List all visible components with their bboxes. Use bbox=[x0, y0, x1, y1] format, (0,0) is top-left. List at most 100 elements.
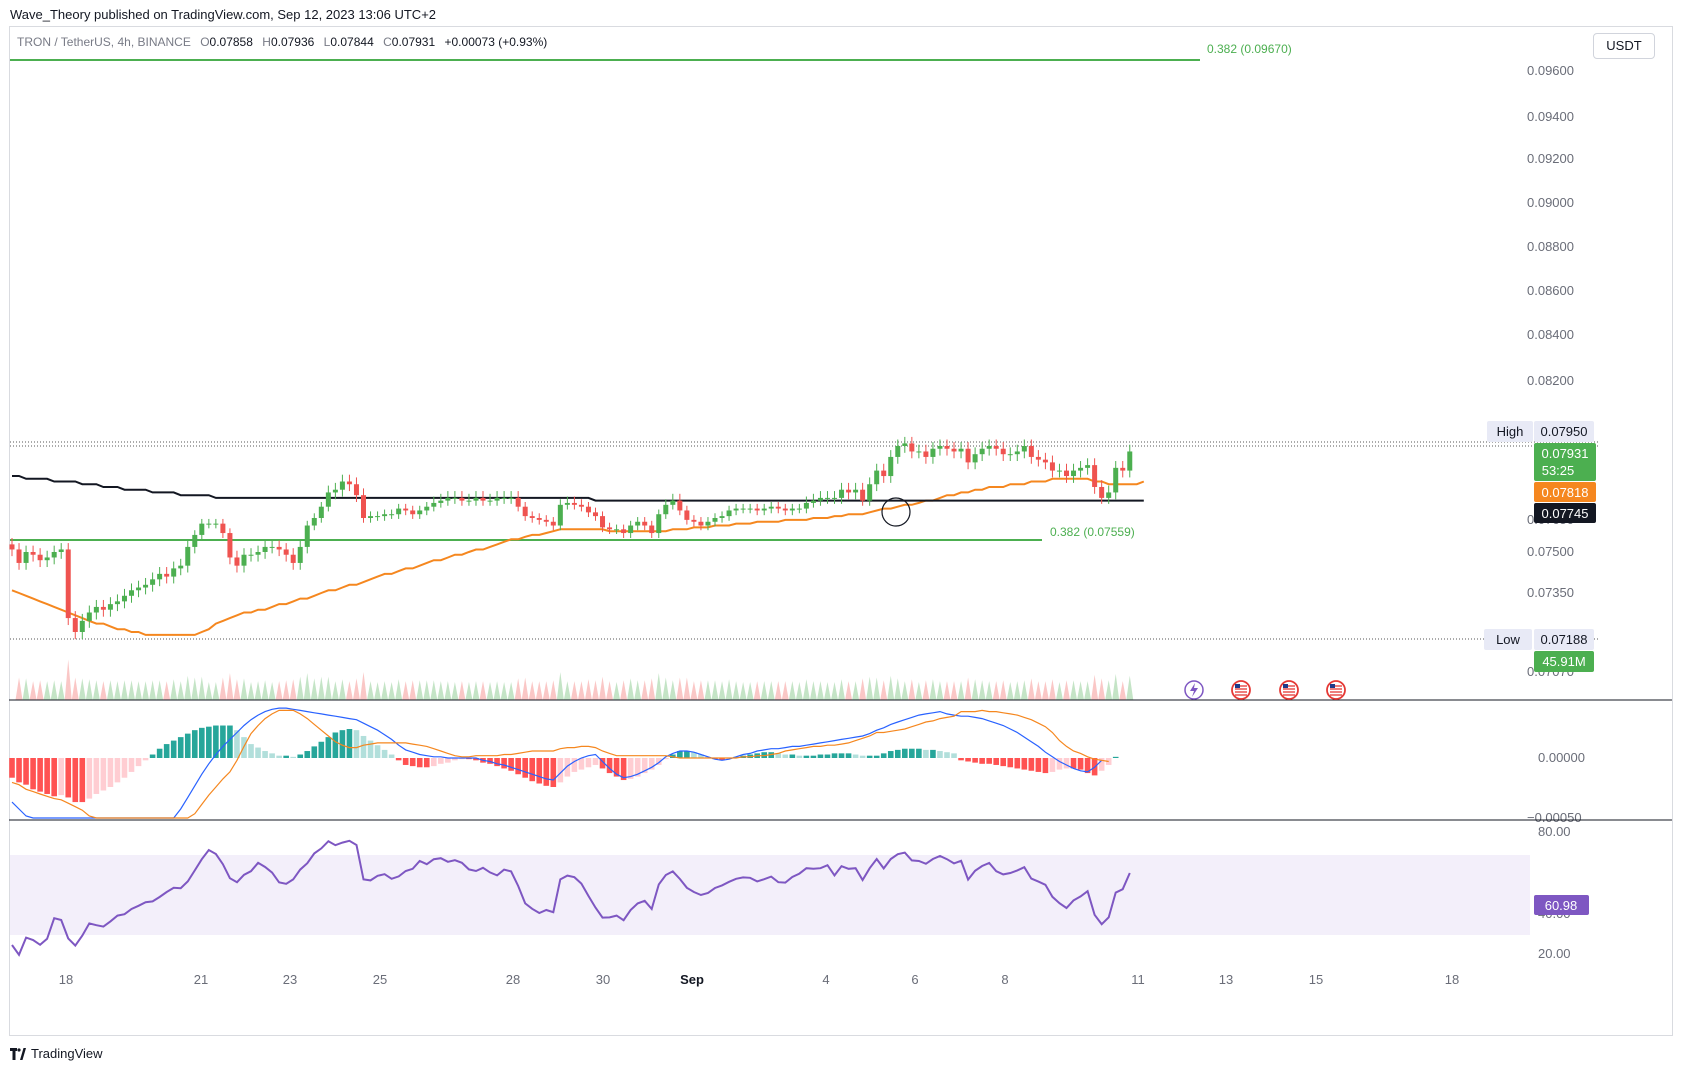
macd-histogram-bar bbox=[902, 749, 908, 758]
candle-body bbox=[481, 498, 486, 501]
macd-histogram-bar bbox=[1078, 758, 1084, 770]
candle-body bbox=[171, 568, 176, 576]
macd-histogram-bar bbox=[536, 758, 542, 784]
macd-histogram-bar bbox=[136, 758, 142, 766]
candle-body bbox=[410, 510, 415, 514]
candle-body bbox=[375, 516, 380, 517]
macd-histogram-bar bbox=[375, 745, 381, 758]
candle-body bbox=[1085, 465, 1090, 468]
fib-label-lower: 0.382 (0.07559) bbox=[1050, 525, 1135, 539]
candle-body bbox=[333, 490, 338, 493]
candle-body bbox=[59, 549, 64, 552]
price-badges: High 0.079500.0793153:250.078180.07745Low… bbox=[1484, 421, 1596, 915]
candle-body bbox=[572, 503, 577, 505]
us-flag-icon bbox=[1327, 681, 1345, 699]
macd-histogram-bar bbox=[185, 734, 191, 758]
volume-bar bbox=[859, 678, 866, 700]
volume-bar bbox=[775, 681, 782, 700]
candle-body bbox=[277, 547, 282, 550]
time-tick-label: 18 bbox=[59, 972, 73, 987]
volume-bar bbox=[929, 679, 936, 700]
volume-bar bbox=[444, 681, 451, 700]
macd-histogram-bar bbox=[895, 750, 901, 758]
time-tick-label: 8 bbox=[1001, 972, 1008, 987]
price-tick-label: 0.09400 bbox=[1527, 109, 1574, 124]
candle-body bbox=[691, 520, 696, 522]
macd-histogram-bar bbox=[881, 753, 887, 758]
volume-bar bbox=[641, 680, 648, 700]
time-tick-label: 15 bbox=[1309, 972, 1323, 987]
candle-body bbox=[916, 451, 921, 452]
macd-histogram-bar bbox=[143, 758, 149, 760]
volume-bar bbox=[613, 682, 620, 700]
macd-histogram-bar bbox=[333, 732, 339, 758]
candle-body bbox=[727, 510, 732, 516]
candle-body bbox=[150, 579, 155, 584]
candle-body bbox=[417, 510, 422, 514]
macd-histogram-bar bbox=[44, 758, 50, 794]
us-flag-icon bbox=[1232, 681, 1250, 699]
candle-body bbox=[24, 552, 29, 563]
volume-bar bbox=[423, 680, 430, 700]
volume-bar bbox=[86, 679, 93, 700]
candle-body bbox=[178, 566, 183, 569]
candle-body bbox=[811, 501, 816, 503]
volume-bar bbox=[262, 680, 269, 700]
volume-bar bbox=[1049, 679, 1056, 700]
candle-body bbox=[1099, 487, 1104, 498]
macd-histogram-bar bbox=[1000, 758, 1006, 766]
volume-bar bbox=[402, 681, 409, 700]
macd-histogram-bar bbox=[361, 736, 367, 758]
candle-body bbox=[987, 446, 992, 449]
volume-bar bbox=[993, 681, 1000, 700]
volume-bar bbox=[374, 682, 381, 700]
macd-histogram-bar bbox=[944, 752, 950, 758]
time-tick-label: 28 bbox=[506, 972, 520, 987]
macd-histogram-bar bbox=[424, 758, 430, 767]
candle-body bbox=[361, 495, 366, 518]
volume-bar bbox=[711, 680, 718, 700]
candle-body bbox=[720, 516, 725, 518]
macd-histogram-bar bbox=[157, 749, 163, 758]
volume-bar bbox=[149, 680, 156, 700]
volume-bar bbox=[690, 681, 697, 700]
volume-bar bbox=[465, 682, 472, 700]
candle-body bbox=[642, 522, 647, 526]
volume-bar bbox=[1119, 681, 1126, 700]
candle-body bbox=[713, 518, 718, 522]
candle-body bbox=[312, 518, 317, 526]
volume-bar bbox=[817, 681, 824, 700]
macd-histogram-bar bbox=[87, 758, 93, 799]
volume-bar bbox=[1070, 680, 1077, 700]
price-tick-label: 0.09000 bbox=[1527, 195, 1574, 210]
macd-histogram-bar bbox=[220, 726, 226, 758]
candle-body bbox=[565, 503, 570, 505]
volume-bar bbox=[212, 682, 219, 700]
macd-histogram-bar bbox=[586, 758, 592, 767]
candle-body bbox=[185, 547, 190, 566]
volume-bar bbox=[733, 681, 740, 700]
candle-body bbox=[860, 490, 865, 501]
candle-body bbox=[115, 601, 120, 604]
macd-histogram-bar bbox=[192, 730, 198, 758]
volume-bar bbox=[866, 677, 873, 700]
lightning-icon bbox=[1185, 681, 1203, 699]
candle-body bbox=[241, 555, 246, 566]
us-flag-icon-ring bbox=[1327, 681, 1345, 699]
tradingview-footer: TradingView bbox=[10, 1046, 103, 1061]
time-tick-label: 21 bbox=[194, 972, 208, 987]
volume-bar bbox=[648, 678, 655, 700]
macd-histogram-bar bbox=[818, 755, 824, 758]
volume-bar bbox=[697, 680, 704, 700]
candle-body bbox=[734, 509, 739, 511]
candle-body bbox=[1036, 457, 1041, 460]
macd-histogram-bar bbox=[1064, 758, 1070, 768]
candle-body bbox=[473, 498, 478, 501]
time-axis: 18 21 23 25 28 30 Sep 4 6 8 11 13 15 18 bbox=[59, 972, 1459, 987]
candle-body bbox=[305, 526, 310, 547]
candle-body bbox=[488, 501, 493, 502]
candle-body bbox=[839, 490, 844, 498]
volume-bar bbox=[409, 680, 416, 700]
macd-histogram-bar bbox=[150, 755, 156, 758]
